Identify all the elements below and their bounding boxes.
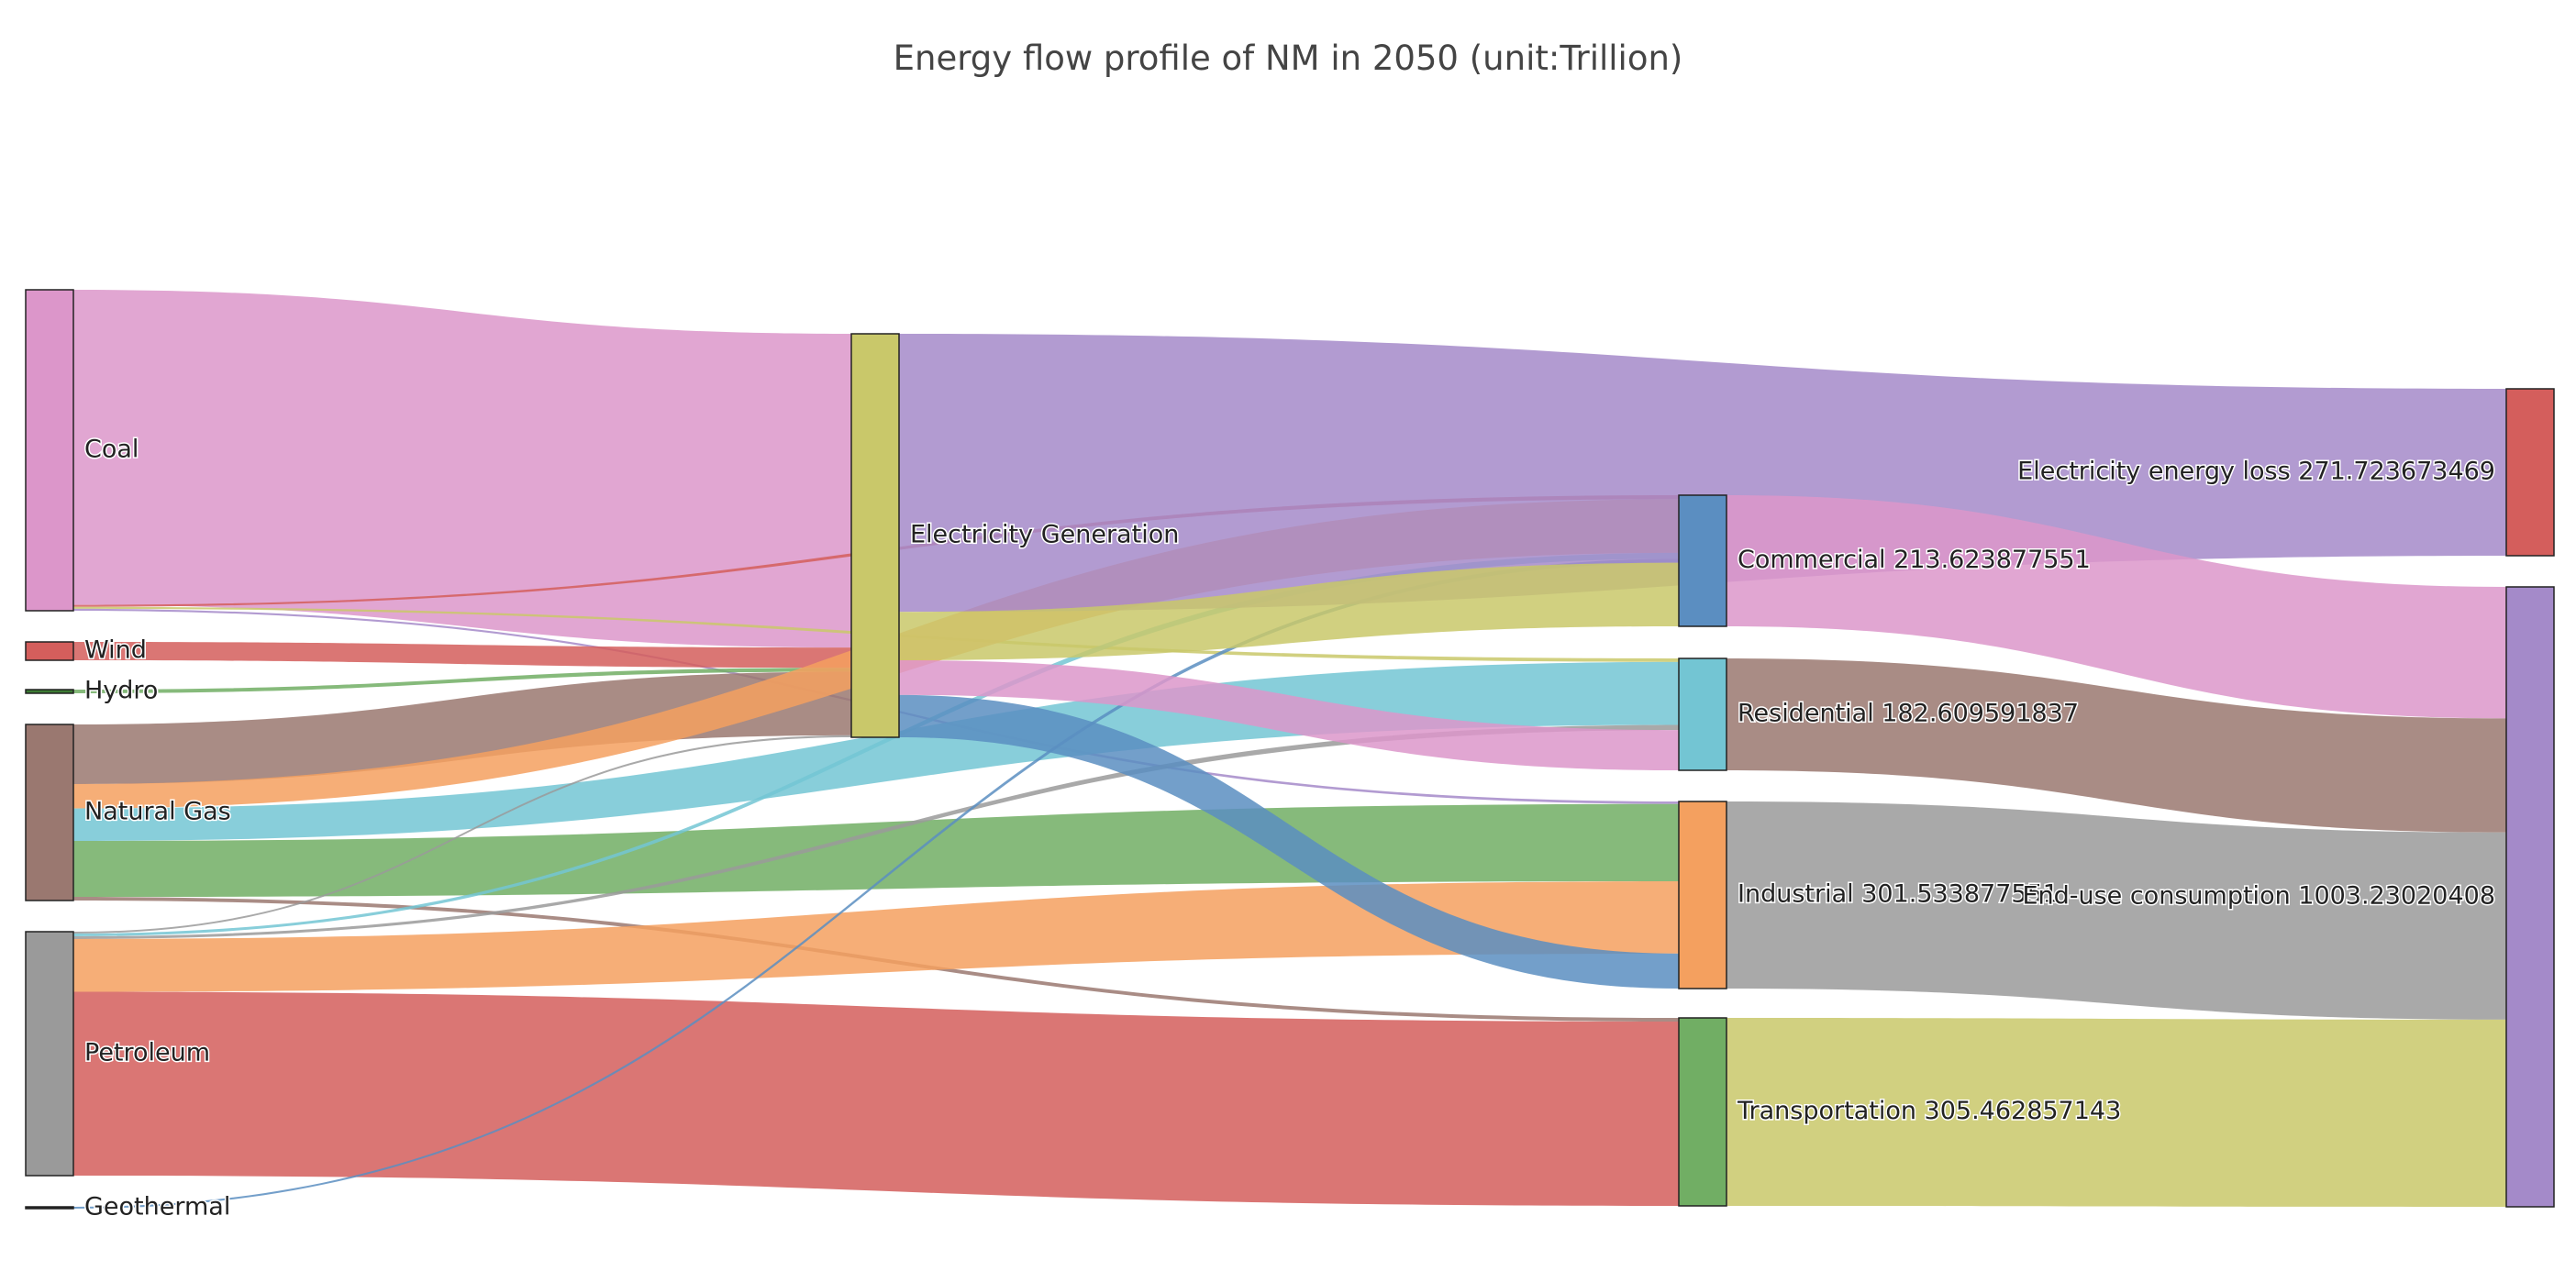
link-elecgen-to-residential <box>899 659 1679 770</box>
node-label-wind: Wind <box>84 636 147 665</box>
link-petroleum-to-residential <box>73 724 1679 939</box>
link-petroleum-to-transportation <box>73 991 1679 1206</box>
node-label-coal: Coal <box>84 436 139 464</box>
node-petroleum <box>25 931 74 1177</box>
link-hydro-to-elecgen <box>73 668 851 693</box>
node-natgas <box>25 724 74 901</box>
node-label-loss: Electricity energy loss 271.723673469 <box>2017 458 2495 486</box>
link-commercial-to-enduse <box>1727 495 2506 719</box>
node-commercial <box>1678 494 1727 627</box>
sankey-links <box>73 290 2506 1209</box>
link-transportation-to-enduse <box>1727 1018 2506 1207</box>
link-petroleum-to-commercial <box>73 552 1679 936</box>
node-hydro <box>25 689 74 694</box>
node-enduse <box>2505 586 2555 1208</box>
node-label-natgas: Natural Gas <box>84 798 231 826</box>
link-natgas-to-elecgen <box>73 671 851 784</box>
link-wind-to-elecgen <box>73 642 851 669</box>
node-label-elecgen: Electricity Generation <box>910 521 1179 549</box>
link-elecgen-to-commercial <box>899 562 1679 660</box>
node-label-residential: Residential 182.609591837 <box>1738 700 2079 728</box>
node-coal <box>25 289 74 612</box>
node-wind <box>25 641 74 661</box>
link-elecgen-to-industrial <box>899 694 1679 989</box>
node-label-geothermal: Geothermal <box>84 1193 230 1221</box>
link-petroleum-to-industrial <box>73 881 1679 992</box>
node-label-transportation: Transportation 305.462857143 <box>1737 1097 2121 1125</box>
node-label-enduse: End-use consumption 1003.23020408 <box>2022 882 2495 911</box>
sankey-nodes: Coal Wind Hydro Natural Gas Petroleum Geother… <box>25 289 2555 1222</box>
link-residential-to-enduse <box>1727 658 2506 833</box>
node-residential <box>1678 658 1727 771</box>
node-transportation <box>1678 1017 1727 1207</box>
link-geothermal-to-commercial <box>73 558 1679 1209</box>
node-label-petroleum: Petroleum <box>84 1039 210 1067</box>
node-industrial <box>1678 801 1727 989</box>
node-geothermal <box>25 1206 74 1210</box>
node-label-industrial: Industrial 301.533877551 <box>1738 880 2059 909</box>
node-label-hydro: Hydro <box>84 677 158 705</box>
link-petroleum-to-elecgen <box>73 735 851 934</box>
node-elecgen <box>850 333 900 738</box>
node-label-commercial: Commercial 213.623877551 <box>1738 546 2091 574</box>
chart-title: Energy flow profile of NM in 2050 (unit:… <box>893 39 1683 78</box>
link-coal-to-elecgen <box>73 290 851 648</box>
link-industrial-to-enduse <box>1727 801 2506 1020</box>
node-loss <box>2505 388 2555 557</box>
